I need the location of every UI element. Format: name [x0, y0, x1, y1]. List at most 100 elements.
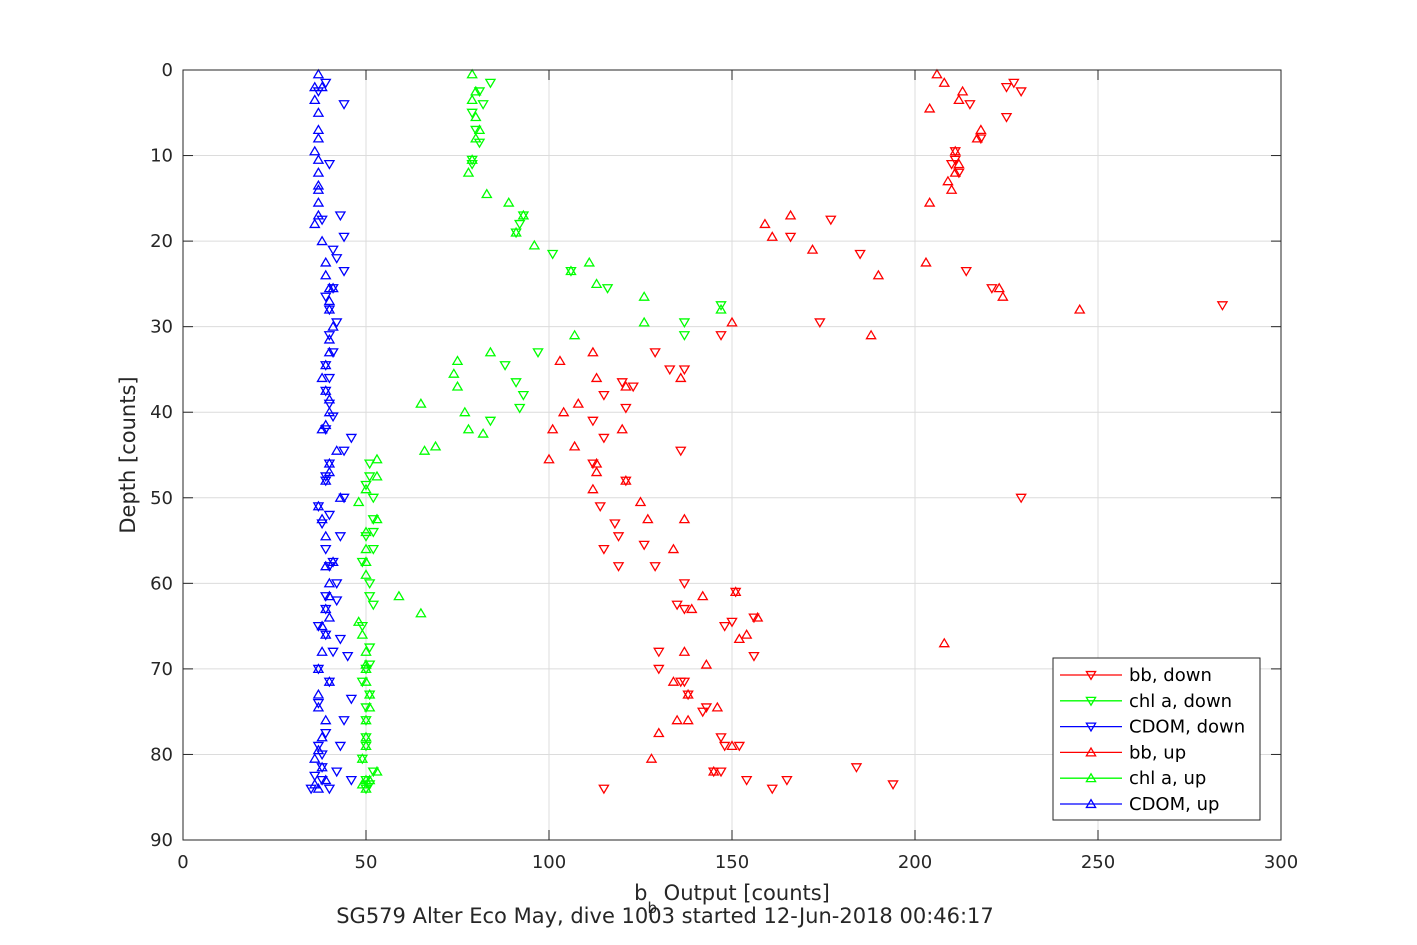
legend-marker-cdom-down	[1085, 722, 1097, 733]
point-bb-down-25	[675, 446, 687, 457]
point-chl-a-up-0	[466, 68, 478, 79]
point-cdom-down-17	[323, 373, 336, 384]
point-bb-down-53	[733, 741, 746, 752]
point-chl-a-up-17	[715, 303, 727, 314]
point-cdom-up-11	[312, 184, 325, 194]
point-bb-up-26	[572, 398, 585, 408]
point-cdom-down-46	[345, 694, 358, 705]
point-chl-a-up-45	[360, 663, 372, 673]
point-bb-down-26	[587, 459, 599, 470]
point-bb-up-22	[865, 329, 877, 340]
point-bb-up-28	[546, 423, 559, 434]
point-cdom-down-49	[320, 728, 332, 739]
point-cdom-up-45	[323, 611, 336, 622]
point-chl-a-down-19	[510, 378, 522, 388]
point-chl-a-up-34	[371, 513, 383, 524]
point-bb-down-40	[718, 622, 731, 632]
point-bb-down-6	[945, 160, 958, 170]
point-chl-a-up-56	[363, 774, 376, 785]
point-bb-up-60	[740, 629, 753, 639]
point-bb-down-15	[1216, 301, 1229, 311]
point-chl-a-up-48	[363, 701, 376, 712]
point-chl-a-up-53	[371, 765, 383, 776]
x-tick-label-6: 300	[1264, 852, 1298, 873]
point-cdom-up-54	[316, 731, 328, 742]
point-cdom-up-59	[309, 778, 321, 789]
point-cdom-down-48	[338, 716, 350, 726]
point-chl-a-up-49	[360, 714, 372, 725]
series-bb-up	[543, 68, 1086, 776]
point-chl-a-down-7	[466, 160, 478, 170]
point-bb-up-18	[993, 282, 1005, 293]
point-bb-down-55	[740, 776, 753, 786]
point-chl-a-up-13	[583, 256, 595, 267]
y-tick-label-5: 50	[150, 488, 173, 509]
y-axis-label: Depth [counts]	[116, 376, 140, 533]
point-bb-down-33	[649, 562, 661, 572]
point-bb-down-2	[1015, 87, 1027, 98]
point-bb-down-14	[986, 284, 998, 294]
point-cdom-down-29	[323, 510, 336, 521]
point-chl-a-up-32	[360, 483, 372, 494]
point-chl-a-down-9	[513, 219, 526, 230]
point-chl-a-up-7	[462, 167, 475, 177]
point-bb-up-5	[975, 124, 987, 134]
point-chl-a-down-14	[715, 301, 727, 311]
point-cdom-up-60	[312, 783, 325, 793]
point-cdom-up-26	[316, 372, 328, 383]
point-cdom-up-23	[323, 333, 336, 344]
point-chl-a-up-12	[528, 239, 541, 250]
point-chl-a-up-24	[415, 398, 427, 408]
point-bb-up-36	[620, 475, 632, 485]
point-bb-down-51	[718, 741, 731, 752]
point-cdom-down-14	[323, 331, 336, 341]
point-bb-down-9	[1000, 112, 1013, 123]
point-chl-a-up-37	[360, 556, 372, 567]
point-bb-down-56	[781, 776, 793, 786]
legend-label-bb-down: bb, down	[1129, 665, 1212, 686]
point-cdom-up-28	[323, 393, 336, 404]
point-chl-a-up-27	[477, 427, 489, 438]
point-bb-down-39	[748, 613, 760, 624]
point-bb-down-63	[664, 365, 676, 376]
point-bb-down-19	[678, 365, 691, 376]
point-cdom-down-43	[341, 651, 354, 662]
point-bb-up-58	[616, 423, 628, 434]
point-cdom-up-42	[323, 577, 336, 588]
point-chl-a-up-38	[360, 569, 372, 579]
point-bb-down-28	[594, 502, 606, 512]
point-chl-a-up-3	[470, 111, 482, 122]
point-chl-a-up-40	[415, 607, 427, 618]
point-chl-a-up-19	[568, 329, 581, 340]
point-chl-a-up-44	[360, 658, 372, 669]
point-bb-down-46	[675, 677, 687, 688]
point-chl-a-down-31	[363, 579, 376, 589]
x-tick-label-1: 50	[355, 852, 378, 873]
point-chl-a-up-51	[360, 740, 372, 750]
point-bb-up-38	[696, 590, 709, 601]
point-bb-up-27	[557, 406, 570, 417]
point-cdom-down-39	[312, 622, 325, 632]
point-bb-up-15	[766, 231, 778, 241]
point-cdom-up-49	[312, 663, 325, 673]
point-cdom-down-11	[320, 292, 332, 303]
y-tick-label-2: 20	[150, 231, 173, 252]
point-bb-up-55	[675, 372, 687, 383]
point-chl-a-down-2	[477, 100, 489, 110]
point-chl-a-up-2	[466, 94, 478, 105]
point-cdom-down-8	[330, 254, 343, 264]
point-bb-up-6	[971, 132, 983, 143]
point-bb-up-9	[949, 167, 961, 177]
legend-marker-chl-a-up	[1085, 772, 1097, 783]
point-bb-up-44	[667, 676, 680, 686]
point-chl-a-up-16	[638, 291, 650, 301]
point-cdom-up-41	[320, 560, 332, 571]
point-cdom-down-7	[327, 245, 339, 256]
legend-marker-cdom-up	[1085, 798, 1097, 809]
point-cdom-down-56	[345, 776, 358, 786]
point-chl-a-up-35	[360, 526, 372, 537]
point-cdom-up-1	[309, 81, 321, 92]
point-cdom-down-1	[338, 100, 350, 110]
point-cdom-up-8	[312, 154, 325, 164]
